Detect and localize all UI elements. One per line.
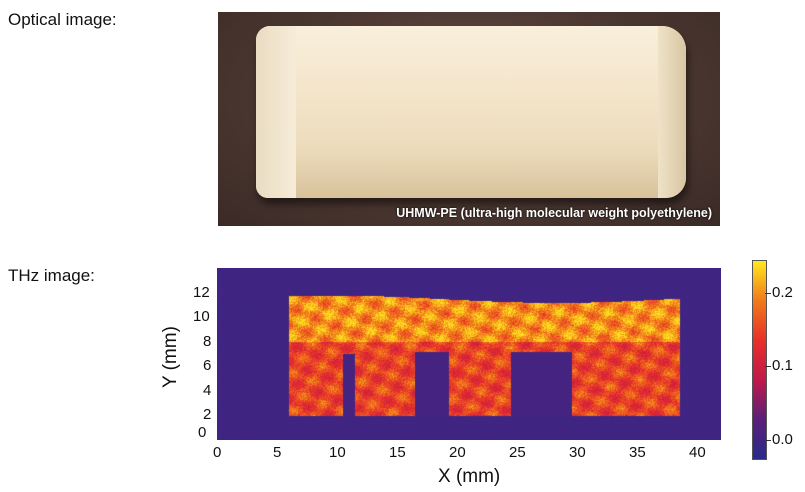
uhmwpe-sample [256, 26, 686, 198]
x-tick-label: 35 [629, 444, 646, 461]
x-tick-label: 10 [329, 444, 346, 461]
x-tick-label: 40 [689, 444, 706, 461]
colorbar-tick [765, 439, 771, 441]
colorbar-tick-label: 0.1 [772, 357, 793, 375]
y-tick-label: 8 [203, 332, 212, 350]
colorbar-tick [765, 366, 771, 368]
optical-image-label: Optical image: [8, 10, 117, 29]
y-axis-label: Y (mm) [160, 326, 181, 388]
y-tick-label: 0 [198, 424, 207, 441]
x-tick-label: 15 [389, 444, 406, 461]
x-tick-label: 0 [213, 444, 222, 461]
y-tick-label: 4 [203, 381, 212, 399]
thz-image-label: THz image: [8, 266, 95, 285]
x-tick-label: 5 [273, 444, 282, 461]
colorbar [752, 260, 767, 460]
x-tick-label: 20 [449, 444, 466, 461]
y-tick-label: 10 [193, 308, 210, 326]
optical-photo: UHMW-PE (ultra-high molecular weight pol… [218, 12, 720, 226]
colorbar-tick-label: 0.0 [772, 430, 793, 448]
x-tick-label: 25 [509, 444, 526, 461]
thz-heatmap [217, 268, 721, 440]
photo-caption: UHMW-PE (ultra-high molecular weight pol… [396, 206, 712, 220]
x-tick-label: 30 [569, 444, 586, 461]
colorbar-tick [765, 293, 771, 294]
y-tick-label: 12 [193, 283, 210, 301]
y-tick-label: 6 [203, 357, 212, 375]
colorbar-tick-label: 0.2 [772, 284, 793, 301]
y-tick-label: 2 [203, 406, 212, 424]
x-axis-label: X (mm) [438, 466, 501, 487]
